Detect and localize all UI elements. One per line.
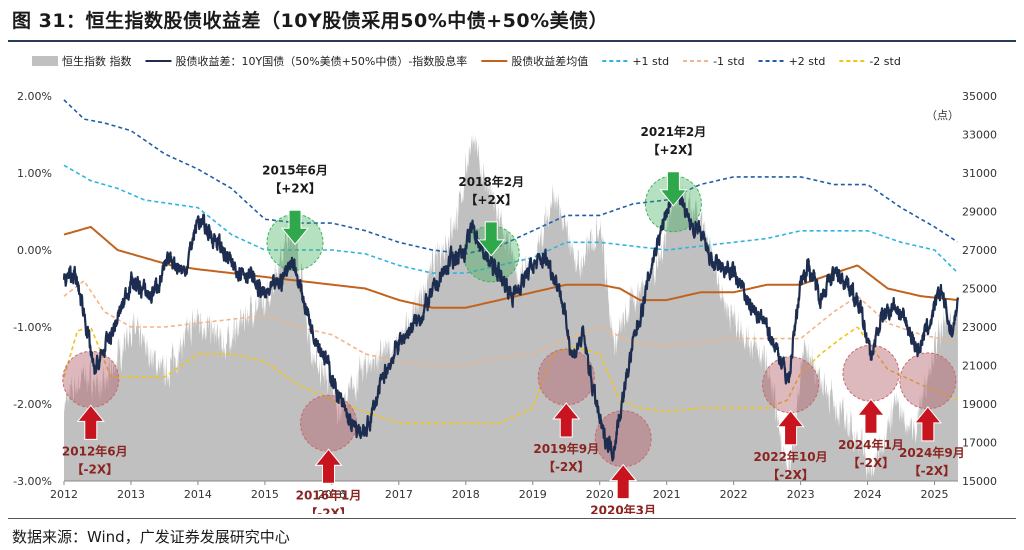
highlight-circle-4: [537, 348, 595, 406]
chart: 恒生指数 指数 股债收益差：10Y国债（50%美债+50%中债）-指数股息率 股债收…: [13, 54, 997, 514]
annotation-date-8: 2024年1月: [838, 437, 904, 452]
y-right-tick-33000: 33000: [962, 129, 997, 142]
annotation-tag-9: 【-2X】: [909, 463, 956, 478]
annotation-date-4: 2019年9月: [533, 441, 599, 456]
arrow-up-icon-2: [314, 448, 343, 484]
x-tick-2022: 2022: [720, 488, 748, 501]
plus2-std-line: [63, 99, 958, 255]
y-right-tick-19000: 19000: [962, 398, 997, 411]
annotations-layer: 2012年6月【-2X】2015年6月【+2X】2016年1月【-2X】2018…: [62, 124, 965, 514]
legend-label-plus2: +2 std: [789, 55, 826, 68]
arrow-down-icon-6: [659, 171, 688, 207]
x-tick-2015: 2015: [251, 488, 279, 501]
hsi-area-layer: [64, 133, 958, 481]
y-left-tick-4: -2.00%: [13, 398, 52, 411]
annotation-tag-8: 【-2X】: [848, 455, 895, 470]
legend-label-minus2: -2 std: [869, 55, 901, 68]
hsi-area: [64, 133, 958, 481]
legend-label-plus1: +1 std: [632, 55, 669, 68]
legend-label-minus1: -1 std: [713, 55, 745, 68]
arrow-up-icon-5: [609, 463, 638, 500]
x-tick-2021: 2021: [653, 488, 681, 501]
spread-line: [62, 173, 960, 462]
annotation-tag-2: 【-2X】: [305, 505, 352, 514]
y-right-tick-15000: 15000: [962, 475, 997, 488]
legend: 恒生指数 指数 股债收益差：10Y国债（50%美债+50%中债）-指数股息率 股债收…: [32, 54, 901, 68]
x-tick-2014: 2014: [184, 488, 212, 501]
annotation-tag-0: 【-2X】: [71, 461, 118, 476]
annotation-date-2: 2016年1月: [296, 487, 362, 502]
annotation-date-0: 2012年6月: [62, 443, 128, 458]
highlight-circle-0: [62, 350, 120, 408]
arrow-up-icon-7: [776, 409, 805, 446]
mean-line: [63, 225, 958, 309]
annotation-date-6: 2021年2月: [641, 124, 707, 139]
annotation-tag-1: 【+2X】: [269, 180, 321, 195]
y-left-tick-3: -1.00%: [13, 321, 52, 334]
axes-layer: 2012 2013 2014 2015 2016 2017 2018 2019 2020 2021…: [13, 90, 997, 501]
annotation-date-5: 2020年3月: [590, 503, 656, 514]
y-right-tick-23000: 23000: [962, 321, 997, 334]
highlight-circle-5: [594, 410, 652, 468]
legend-label-spread: 股债收益差：10Y国债（50%美债+50%中债）-指数股息率: [176, 54, 468, 68]
annotation-tag-4: 【-2X】: [543, 459, 590, 474]
arrow-down-icon-3: [477, 221, 506, 257]
y-left-tick-2: 0.00%: [17, 244, 52, 257]
y-left-tick-1: 1.00%: [17, 167, 52, 180]
y-right-tick-25000: 25000: [962, 283, 997, 296]
source-note: 数据来源：Wind，广发证券发展研究中心: [12, 528, 290, 546]
y-left-tick-5: -3.00%: [13, 475, 52, 488]
x-tick-2023: 2023: [787, 488, 815, 501]
x-tick-2024: 2024: [854, 488, 882, 501]
y-right-tick-31000: 31000: [962, 167, 997, 180]
y-right-tick-17000: 17000: [962, 437, 997, 450]
legend-label-mean: 股债收益差均值: [511, 54, 588, 68]
annotation-tag-7: 【-2X】: [767, 467, 814, 482]
x-tick-2025: 2025: [921, 488, 949, 501]
annotation-tag-3: 【+2X】: [465, 192, 517, 207]
std-bands-layer: [63, 99, 958, 425]
annotation-date-3: 2018年2月: [458, 174, 524, 189]
y-right-tick-27000: 27000: [962, 244, 997, 257]
title-rule: [8, 40, 1016, 42]
arrow-up-icon-4: [552, 402, 581, 438]
annotation-tag-6: 【+2X】: [648, 142, 700, 157]
x-tick-2016: 2016: [318, 488, 346, 501]
legend-swatch-hsi: [32, 56, 58, 66]
x-tick-2020: 2020: [586, 488, 614, 501]
chart-title: 图 31：恒生指数股债收益差（10Y股债采用50%中债+50%美债）: [12, 10, 609, 32]
arrow-up-icon-0: [76, 404, 105, 440]
plus1-std-line: [63, 164, 958, 274]
annotation-date-1: 2015年6月: [262, 162, 328, 177]
highlight-circle-8: [842, 344, 900, 402]
minus1-std-line: [63, 279, 958, 367]
minus2-std-line: [63, 326, 958, 425]
arrow-down-icon-1: [280, 209, 310, 246]
arrow-up-icon-9: [913, 406, 942, 442]
annotation-date-7: 2022年10月: [754, 449, 828, 464]
x-tick-2018: 2018: [452, 488, 480, 501]
annotation-date-9: 2024年9月: [899, 445, 965, 460]
y-left-tick-0: 2.00%: [17, 90, 52, 103]
x-tick-2012: 2012: [50, 488, 78, 501]
spread-layer: [62, 173, 960, 462]
legend-label-hsi: 恒生指数 指数: [62, 54, 132, 68]
y-right-tick-35000: 35000: [962, 90, 997, 103]
x-tick-2013: 2013: [117, 488, 145, 501]
y-right-tick-29000: 29000: [962, 206, 997, 219]
y-right-unit: （点）: [926, 109, 959, 122]
x-tick-2017: 2017: [385, 488, 413, 501]
source-rule: [8, 518, 1016, 519]
x-tick-2019: 2019: [519, 488, 547, 501]
arrow-up-icon-8: [856, 398, 885, 434]
y-right-tick-21000: 21000: [962, 360, 997, 373]
highlight-circle-9: [899, 352, 957, 410]
